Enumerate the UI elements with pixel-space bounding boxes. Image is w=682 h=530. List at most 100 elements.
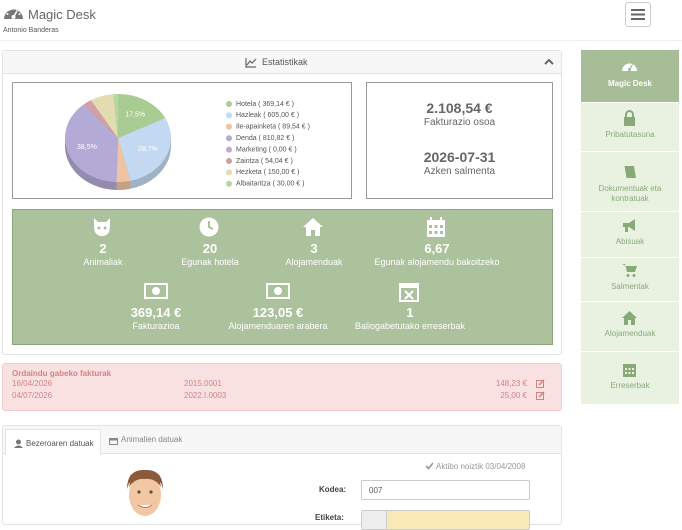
- menu-button[interactable]: [625, 2, 651, 27]
- legend-label: Albaitaritza ( 30,00 € ): [236, 181, 304, 188]
- tab-label: Animalien datuak: [121, 435, 183, 444]
- totals-box: 2.108,54 € Fakturazio osoa 2026-07-31 Az…: [366, 82, 553, 199]
- legend-swatch: [226, 101, 232, 107]
- nav-label: Alojamenduak: [604, 329, 656, 338]
- invoices-title: Ordaindu gabeko fakturak: [12, 369, 112, 378]
- legend-label: Zaintza ( 54,04 € ): [236, 158, 293, 165]
- legend-swatch: [226, 169, 232, 176]
- pie-box: 17,5% 28,7% 38,5% Hotela ( 369,14 € ) Hazlea…: [12, 82, 352, 199]
- nav-label: Erreserbak: [610, 380, 650, 390]
- counter-icon: [399, 283, 419, 302]
- panel-heading: Estatistikak: [3, 51, 561, 74]
- total-value: 2026-07-31: [423, 149, 496, 165]
- legend-label: Marketing ( 0,00 € ): [236, 146, 297, 153]
- pie-chart: 17,5% 28,7% 38,5% Hotela ( 369,14 € ) Hazlea…: [64, 94, 310, 190]
- header-divider: [0, 40, 682, 41]
- logo-icon: [4, 8, 23, 19]
- nav-item[interactable]: Salmentak: [581, 258, 679, 302]
- input[interactable]: 007: [361, 480, 530, 500]
- nav-label: Salmentak: [611, 282, 649, 291]
- pie-slice: [83, 100, 118, 138]
- counter-value: 6,67: [424, 241, 450, 256]
- nav-label: Dokumentuak eta kontratuak: [598, 184, 662, 203]
- invoices-box: Ordaindu gabeko fakturak 16/04/2026 2015.…: [2, 363, 562, 411]
- input-value: 007: [369, 486, 383, 495]
- user-name: Antonio Banderas: [3, 27, 59, 34]
- pie-slice: [118, 118, 171, 181]
- pie-slice: [64, 104, 118, 182]
- counter-value: 1: [406, 305, 414, 320]
- legend-swatch: [226, 180, 232, 187]
- slice-label: 38,5%: [77, 144, 97, 151]
- nav-item[interactable]: Magic Desk: [581, 50, 679, 103]
- counter-label: Fakturazioa: [132, 321, 180, 331]
- pie-slice: [118, 94, 166, 138]
- counter-value: 20: [202, 241, 218, 256]
- invoice-date: 04/07/2026: [12, 391, 53, 400]
- nav-item[interactable]: Alojamenduak: [581, 302, 679, 352]
- invoice-code: 2022.I.0003: [184, 391, 227, 400]
- pie-slice: [113, 94, 118, 138]
- slice-label: 28,7%: [138, 146, 158, 153]
- tab-icon: [109, 438, 118, 445]
- counter-icon: [303, 218, 323, 236]
- invoice-amount: 148,23 €: [495, 379, 527, 388]
- nav-item[interactable]: Pribatutasuna: [581, 103, 679, 152]
- total-value: 2.108,54 €: [426, 100, 493, 116]
- menu-icon: [631, 9, 645, 20]
- counter-icon: [144, 283, 168, 299]
- collapse-icon[interactable]: [544, 58, 554, 66]
- counter-value: 3: [310, 241, 318, 256]
- counter-value: 123,05 €: [252, 305, 304, 320]
- nav-label: Pribatutasuna: [605, 129, 655, 139]
- select[interactable]: [361, 510, 530, 530]
- nav-icon: [623, 165, 636, 179]
- counter-label: Animaliak: [83, 257, 123, 267]
- counters-box: 2 Animaliak 20 Egunak hotela 3 Alojamenduak 6,…: [12, 209, 553, 345]
- invoice-amount: 25,00 €: [500, 391, 527, 400]
- check-icon: [425, 462, 434, 470]
- edit-icon[interactable]: [536, 379, 545, 388]
- pie-slice: [116, 138, 131, 182]
- invoice-code: 2015.0001: [184, 379, 222, 388]
- legend-swatch: [226, 158, 232, 164]
- nav-icon: [623, 363, 636, 377]
- legend-label: Hazleak ( 605,00 € ): [236, 112, 299, 119]
- nav-icon: [624, 109, 635, 126]
- nav-icon: [622, 264, 637, 277]
- slice-label: 17,5%: [125, 112, 145, 119]
- nav-label: Abisuak: [615, 237, 645, 246]
- nav-label: Magic Desk: [607, 78, 653, 88]
- legend-swatch: [226, 112, 232, 119]
- nav-item[interactable]: Dokumentuak eta kontratuak: [581, 152, 679, 212]
- stats-panel: Estatistikak: [2, 50, 562, 355]
- counter-label: Alojamenduak: [285, 257, 343, 267]
- tab-active[interactable]: Bezeroaren datuak: [5, 429, 101, 455]
- tab-label: Bezeroaren datuak: [26, 439, 94, 448]
- nav-item[interactable]: Erreserbak: [581, 352, 679, 405]
- counter-label: Egunak hotela: [181, 257, 239, 267]
- counter-value: 369,14 €: [130, 305, 182, 320]
- field-label: Kodea:: [319, 485, 347, 494]
- total-label: Azken salmenta: [423, 166, 496, 177]
- legend-label: Hezketa ( 150,00 € ): [236, 169, 299, 176]
- legend-label: Denda ( 810,82 € ): [236, 135, 294, 142]
- nav-item[interactable]: Abisuak: [581, 212, 679, 258]
- status-text: Aktibo noiztik 03/04/2008: [436, 462, 526, 471]
- legend-label: Ile-apainketa ( 89,54 € ): [236, 124, 310, 131]
- edit-icon[interactable]: [536, 391, 545, 400]
- sidebar: Magic Desk Pribatutasuna Dokumentuak eta k…: [581, 50, 679, 405]
- select-addon: [362, 511, 387, 529]
- counter-icon: [94, 218, 110, 236]
- counter-label: Egunak alojamendu bakoitzeko: [374, 257, 500, 267]
- details-panel: Bezeroaren datuak Animalien datuak Aktib…: [2, 425, 562, 530]
- user-icon: [14, 439, 23, 448]
- chart-icon: [245, 58, 257, 68]
- legend-swatch: [226, 135, 232, 142]
- counter-value: 2: [99, 241, 107, 256]
- avatar: [127, 469, 163, 516]
- counter-icon: [199, 217, 219, 237]
- legend-swatch: [226, 123, 232, 130]
- legend-label: Hotela ( 369,14 € ): [236, 101, 294, 108]
- panel-title: Estatistikak: [262, 57, 308, 67]
